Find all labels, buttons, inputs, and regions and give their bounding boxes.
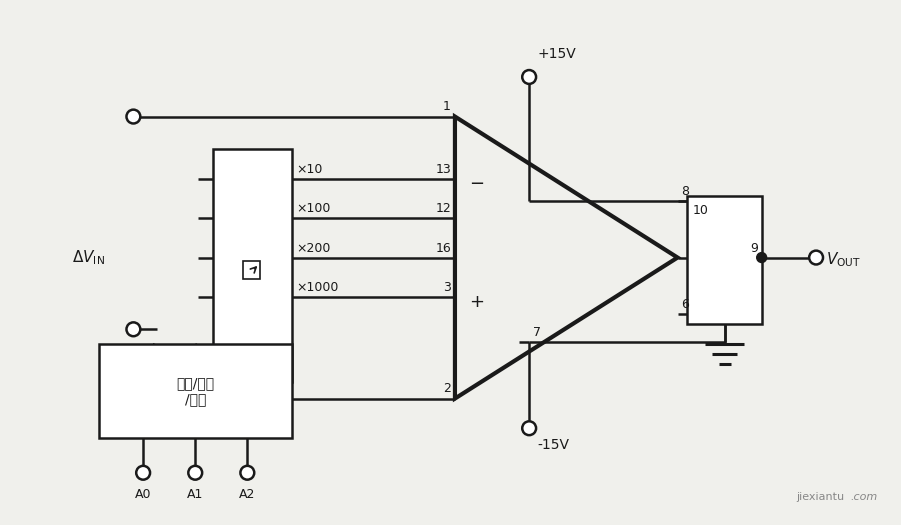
Text: 16: 16 (435, 242, 451, 255)
Circle shape (136, 466, 150, 480)
Text: 13: 13 (435, 163, 451, 176)
Text: 1: 1 (443, 100, 451, 112)
Text: 详码/储存
/驱动: 详码/储存 /驱动 (177, 376, 214, 406)
Text: ×1000: ×1000 (296, 281, 339, 294)
Text: 9: 9 (750, 242, 758, 255)
Circle shape (523, 421, 536, 435)
Text: ×10: ×10 (296, 163, 323, 176)
Text: ×100: ×100 (296, 202, 331, 215)
Circle shape (523, 70, 536, 84)
Text: A2: A2 (239, 488, 256, 501)
Text: $V_{\mathrm{OUT}}$: $V_{\mathrm{OUT}}$ (826, 250, 861, 269)
Text: -15V: -15V (537, 438, 569, 452)
Text: 2: 2 (443, 382, 451, 395)
Text: 3: 3 (443, 281, 451, 294)
Text: 8: 8 (681, 185, 689, 198)
Text: A1: A1 (187, 488, 204, 501)
Circle shape (126, 110, 141, 123)
Text: ×200: ×200 (296, 242, 331, 255)
Bar (687, 196, 761, 324)
Text: 6: 6 (681, 298, 689, 311)
Circle shape (188, 466, 202, 480)
Text: −: − (469, 174, 484, 193)
Text: jiexiantu: jiexiantu (796, 492, 844, 502)
Text: +: + (469, 293, 484, 311)
Bar (213, 149, 292, 382)
Bar (99, 344, 292, 438)
Bar (242, 261, 260, 279)
Text: +15V: +15V (537, 47, 576, 61)
Text: 7: 7 (533, 326, 542, 339)
Circle shape (809, 250, 823, 265)
Text: 12: 12 (435, 202, 451, 215)
Text: $\mathit{\Delta V}_{\mathrm{IN}}$: $\mathit{\Delta V}_{\mathrm{IN}}$ (72, 248, 105, 267)
Circle shape (757, 253, 767, 262)
Circle shape (126, 322, 141, 336)
Text: A0: A0 (135, 488, 151, 501)
Text: 10: 10 (692, 204, 708, 217)
Text: .com: .com (851, 492, 878, 502)
Circle shape (241, 466, 254, 480)
